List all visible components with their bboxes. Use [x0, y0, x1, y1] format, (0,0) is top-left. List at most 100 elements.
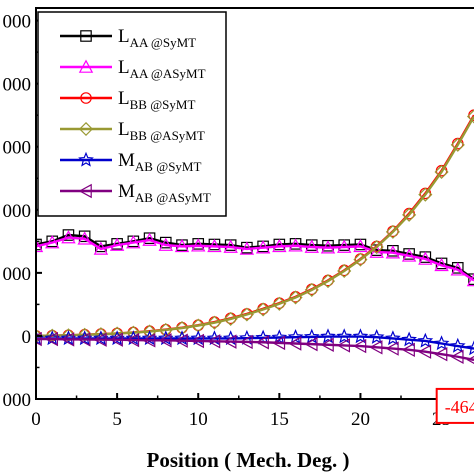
y-tick-label: 000 — [3, 12, 32, 33]
x-tick-label: 0 — [31, 409, 41, 430]
data-point — [288, 238, 303, 252]
data-point — [77, 231, 92, 245]
data-point — [190, 333, 205, 349]
data-point — [353, 252, 368, 267]
legend-swatch-marker — [78, 59, 94, 73]
legend-label: MAB @ASyMT — [118, 181, 211, 205]
y-tick-label: 0 — [22, 327, 32, 348]
data-point — [239, 334, 253, 350]
data-point — [434, 347, 448, 362]
series-1 — [36, 230, 474, 287]
y-tick-label: 000 — [3, 390, 32, 411]
data-point — [401, 331, 417, 347]
y-tick-label: 000 — [3, 264, 32, 285]
data-point — [352, 338, 367, 354]
legend-swatch-marker — [78, 121, 94, 137]
data-point — [125, 332, 140, 348]
data-point — [401, 248, 417, 262]
data-point — [272, 238, 287, 253]
data-point — [207, 315, 222, 330]
legend-entry-2: LBB @SyMT — [60, 88, 195, 112]
data-point — [126, 235, 141, 249]
legend-label-sub: AA — [130, 66, 149, 81]
data-point — [417, 344, 432, 359]
annotation-box — [435, 387, 474, 424]
data-point — [385, 341, 399, 356]
series-line — [36, 337, 474, 362]
data-point — [191, 238, 206, 252]
plot-area — [36, 109, 474, 364]
data-point — [304, 239, 319, 253]
data-point — [368, 328, 385, 344]
data-point — [93, 332, 107, 347]
data-point — [337, 239, 352, 253]
data-point — [385, 245, 401, 259]
data-point — [450, 137, 465, 152]
data-point — [352, 328, 369, 344]
data-point — [78, 230, 91, 243]
annotation-layer: -464 μH/deg — [435, 387, 474, 424]
x-tick-label: 20 — [351, 409, 370, 430]
legend-label-main: L — [118, 26, 130, 47]
data-point — [353, 238, 368, 253]
legend-label-suffix: @ASyMT — [153, 190, 211, 205]
data-point — [466, 109, 474, 124]
data-point — [434, 257, 449, 272]
data-point — [434, 164, 449, 180]
legend-label-sub: AB — [135, 190, 153, 205]
data-point — [450, 349, 464, 364]
data-point — [174, 333, 188, 348]
legend-box — [37, 11, 227, 217]
series-0 — [36, 229, 474, 285]
data-point — [304, 336, 318, 352]
legend-entry-4: MAB @SyMT — [60, 150, 201, 174]
legend-label-suffix: @ASyMT — [147, 128, 205, 143]
data-point — [93, 241, 109, 255]
data-point — [418, 251, 433, 265]
y-tick-label: 000 — [3, 75, 32, 96]
data-point — [36, 238, 44, 253]
data-point — [450, 262, 465, 276]
legend-label-main: L — [118, 57, 130, 78]
x-tick-label: 5 — [112, 409, 122, 430]
x-axis-label: Position ( Mech. Deg. ) — [147, 448, 350, 472]
legend-label-suffix: @SyMT — [147, 97, 196, 112]
series-5 — [36, 331, 474, 364]
legend-label-main: M — [118, 150, 135, 171]
legend-entry-1: LAA @ASyMT — [60, 57, 206, 81]
data-point — [223, 311, 238, 326]
legend-swatch-marker — [78, 183, 92, 199]
legend-entry-5: MAB @ASyMT — [60, 181, 211, 205]
data-point — [271, 329, 288, 345]
legend-label-sub: AB — [135, 159, 153, 174]
data-point — [239, 307, 254, 322]
data-point — [207, 238, 222, 253]
data-point — [109, 237, 125, 251]
data-point — [417, 332, 434, 348]
data-point — [320, 274, 336, 289]
legend-label-sub: BB — [130, 97, 148, 112]
data-point — [336, 338, 351, 353]
legend-label-sub: BB — [130, 128, 148, 143]
data-point — [109, 332, 123, 347]
data-point — [369, 340, 383, 355]
legend-label: LAA @SyMT — [118, 26, 196, 50]
series-line — [36, 115, 474, 338]
legend-label-sub: AA — [130, 35, 149, 50]
data-point — [239, 241, 255, 255]
data-point — [61, 230, 76, 244]
data-point — [466, 340, 474, 356]
data-point — [449, 337, 466, 353]
legend-swatch-marker — [80, 30, 92, 42]
data-point — [385, 330, 401, 346]
data-point — [466, 272, 474, 287]
data-point — [385, 224, 400, 239]
data-point — [142, 232, 157, 246]
legend-label: MAB @SyMT — [118, 150, 201, 174]
legend-label-main: L — [118, 88, 130, 109]
data-point — [401, 342, 415, 358]
plot-frame — [35, 7, 474, 400]
legend-label: LBB @SyMT — [118, 88, 195, 112]
